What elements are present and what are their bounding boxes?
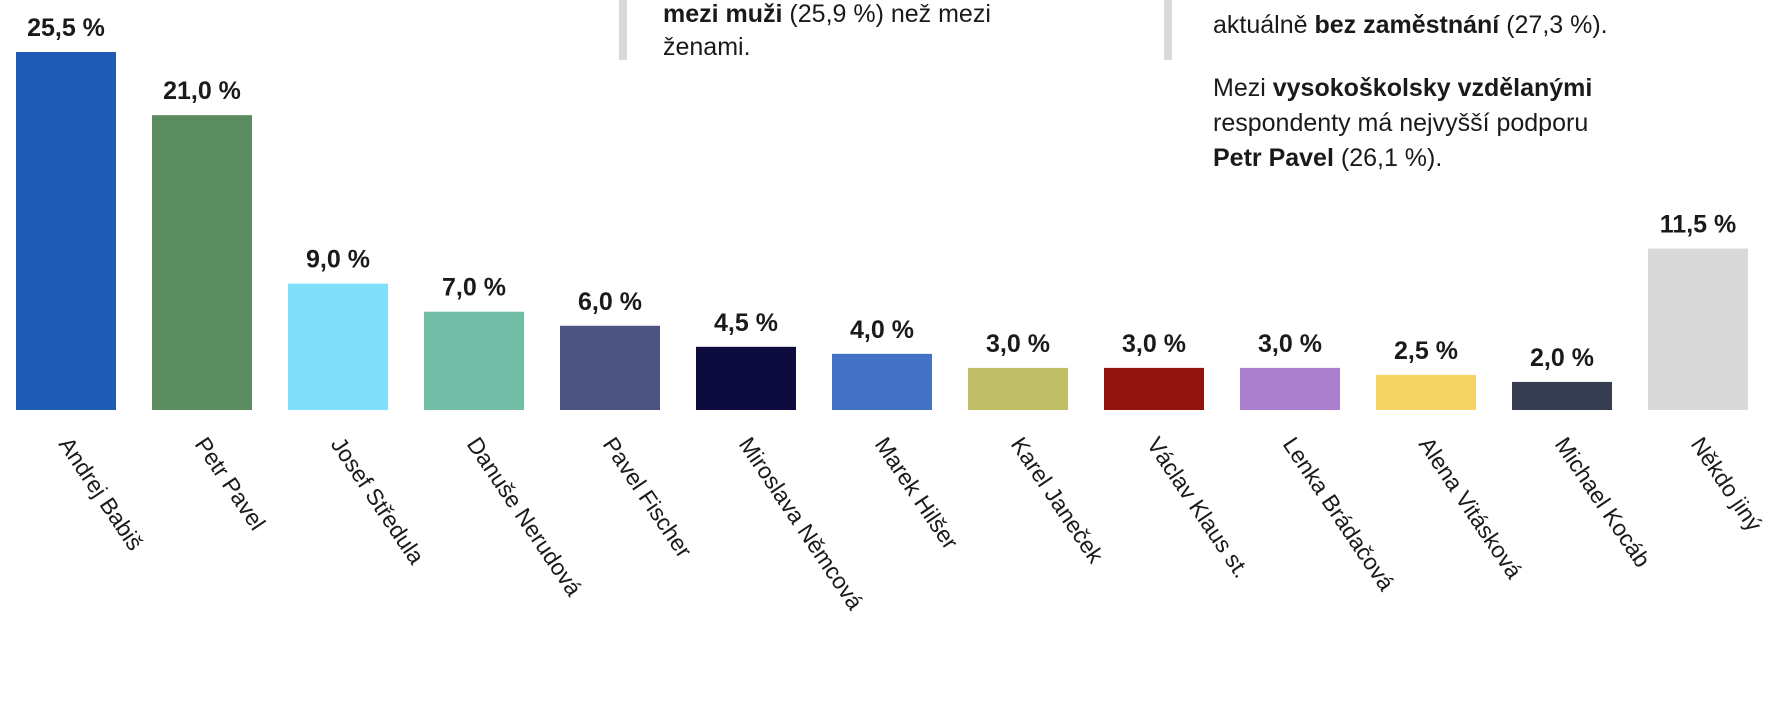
category-label: Andrej Babiš [54, 432, 148, 555]
bar [424, 311, 524, 410]
bar [560, 325, 660, 410]
value-label: 25,5 % [27, 14, 105, 42]
value-label: 21,0 % [163, 77, 241, 105]
category-label: Lenka Brádačová [1278, 432, 1400, 595]
annotation-line: ženami. [663, 33, 751, 61]
bar [16, 51, 116, 410]
bar [832, 353, 932, 410]
category-label: Danuše Nerudová [462, 432, 587, 600]
annotation-text: Petr Pavel [1213, 144, 1334, 172]
annotation-text: aktuálně [1213, 11, 1314, 39]
value-label: 3,0 % [1122, 330, 1186, 358]
category-label: Karel Janeček [1006, 432, 1109, 568]
annotation-text: (26,1 %). [1334, 144, 1442, 172]
annotation-text: (27,3 %). [1499, 11, 1607, 39]
bar [1240, 367, 1340, 410]
bar [1512, 381, 1612, 410]
box-border [619, 0, 627, 60]
category-label: Alena Vitásková [1414, 432, 1528, 583]
bar [696, 346, 796, 410]
bar [1104, 367, 1204, 410]
annotation-text: Mezi [1213, 74, 1273, 102]
annotation-text: vysokoškolsky vzdělanými [1273, 74, 1593, 102]
bar [152, 115, 252, 410]
value-label: 3,0 % [1258, 330, 1322, 358]
category-label: Marek Hilšer [870, 432, 964, 554]
value-label: 6,0 % [578, 288, 642, 316]
value-label: 2,0 % [1530, 344, 1594, 372]
category-label: Pavel Fischer [598, 432, 698, 562]
bar [288, 283, 388, 410]
value-label: 3,0 % [986, 330, 1050, 358]
annotation-line: aktuálně bez zaměstnání (27,3 %). [1213, 11, 1608, 39]
annotation-line: mezi muži (25,9 %) než mezi [663, 0, 991, 28]
box-border [1164, 0, 1172, 60]
value-label: 11,5 % [1660, 211, 1736, 239]
bar [1648, 248, 1748, 410]
value-label: 4,0 % [850, 316, 914, 344]
category-label: Václav Klaus st. [1142, 432, 1255, 582]
value-label: 9,0 % [306, 246, 370, 274]
value-label: 2,5 % [1394, 337, 1458, 365]
category-label: Josef Středula [326, 432, 430, 569]
category-label: Michael Kocáb [1550, 432, 1656, 572]
annotation-line: Petr Pavel (26,1 %). [1213, 144, 1442, 172]
annotation-line: Mezi vysokoškolsky vzdělanými [1213, 74, 1592, 102]
annotation-text: respondenty má nejvyšší podporu [1213, 109, 1588, 137]
bar [1376, 374, 1476, 410]
category-label: Miroslava Němcová [734, 432, 869, 614]
bar [968, 367, 1068, 410]
value-label: 7,0 % [442, 274, 506, 302]
annotation-text: ženami. [663, 33, 751, 61]
category-label: Někdo jiný [1686, 432, 1768, 536]
value-label: 4,5 % [714, 309, 778, 337]
category-label: Petr Pavel [190, 432, 271, 535]
annotation-text: bez zaměstnání [1314, 11, 1500, 39]
annotation-line: respondenty má nejvyšší podporu [1213, 109, 1588, 137]
annotation-text: (25,9 %) než mezi [782, 0, 990, 28]
annotation-text: mezi muži [663, 0, 782, 28]
